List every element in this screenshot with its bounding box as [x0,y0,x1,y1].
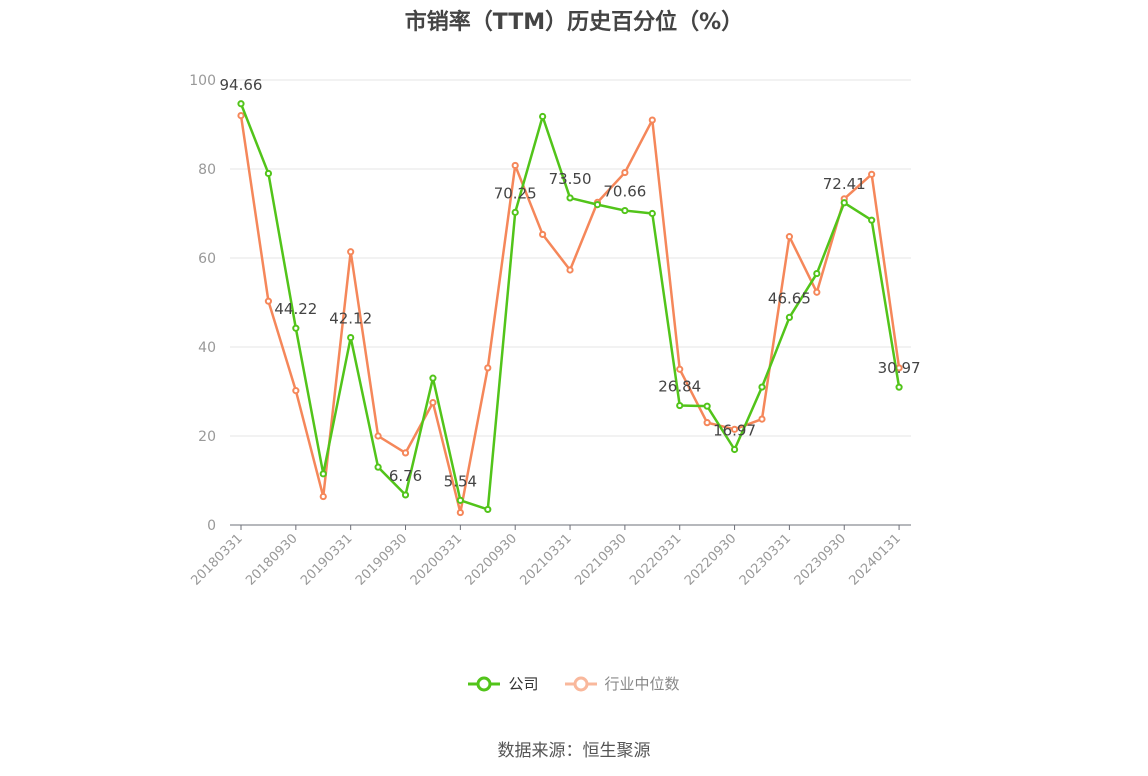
industry-median-point [319,492,327,501]
company-point [401,491,410,499]
company-point [374,463,382,471]
company-point [429,374,437,382]
series-layer [237,100,903,517]
legend-label-company: 公司 [508,675,539,693]
data-label: 42.12 [329,310,372,328]
company-point [785,313,794,322]
y-tick-label: 40 [198,340,216,356]
x-tick-label: 20200930 [463,531,520,588]
legend-item-industry-median[interactable]: 行业中位数 [564,673,680,694]
company-point [484,505,492,514]
x-tick-label: 20190331 [298,531,355,588]
legend-company-line-icon [468,676,501,691]
data-label: 44.22 [274,300,317,318]
company-point [868,216,876,224]
chart-title: 市销率（TTM）历史百分位（%） [404,10,744,35]
grid-layer [230,79,911,437]
data-label: 6.76 [389,467,422,485]
industry-median-point [264,297,273,305]
company-point [456,496,464,504]
industry-median-point [868,170,876,178]
data-label-layer: 94.66 44.22 42.12 6.76 5.54 70.25 73.50 70.66 26… [220,76,921,491]
x-tick-label: 20230331 [737,531,794,588]
company-point [648,209,656,218]
industry-median-point [785,233,794,241]
industry-median-point [237,112,245,120]
industry-median-point [703,419,711,427]
company-point [813,269,821,278]
y-tick-label: 0 [207,518,216,534]
industry-median-point [566,266,574,274]
company-point [895,383,903,391]
x-tick-label: 20210331 [517,531,574,588]
company-point [292,324,300,332]
industry-median-point [484,364,492,372]
industry-median-point [621,168,629,177]
industry-median-point [676,365,684,373]
x-tick-label: 20180331 [188,531,245,588]
industry-median-point [511,161,519,170]
data-label: 70.66 [603,183,646,201]
data-label: 16.97 [713,421,756,439]
company-point [347,333,355,342]
data-label: 73.50 [549,170,592,188]
industry-median-point [292,387,300,395]
company-point [593,201,602,209]
legend-item-company[interactable]: 公司 [468,673,539,694]
industry-median-point [648,116,656,124]
data-label: 46.65 [768,289,811,307]
company-point [319,470,327,478]
x-tick-label: 20210930 [572,531,629,588]
company-point [621,206,629,215]
company-point [511,208,519,216]
y-tick-label: 20 [198,429,216,445]
x-tick-label: 20180930 [243,531,300,588]
industry-median-point [374,432,382,440]
x-tick-label: 20200331 [408,531,465,588]
x-tick-label: 20220930 [682,531,739,588]
y-tick-label: 80 [198,162,216,178]
data-source: 数据来源：恒生聚源 [497,741,651,761]
legend-label-industry-median: 行业中位数 [604,675,680,693]
x-tick-label: 20220331 [627,531,684,588]
legend: 公司 行业中位数 [0,673,1148,694]
industry-median-point [758,415,766,423]
legend-industry-line-icon [564,676,597,691]
industry-median-point [456,508,464,517]
data-label: 5.54 [444,472,477,490]
industry-median-point [401,449,410,457]
y-tick-label: 100 [189,73,216,89]
data-label: 30.97 [878,359,921,377]
company-point [703,402,711,410]
company-point [840,199,848,207]
x-tick-label: 20230930 [792,531,849,588]
data-label: 26.84 [658,378,701,396]
company-point [758,383,766,391]
data-label: 94.66 [220,76,263,94]
industry-median-point [347,248,355,256]
y-tick-label: 60 [198,251,216,267]
company-point [264,169,273,178]
x-tick-label: 20190930 [353,531,410,588]
company-point [539,112,547,121]
data-label: 72.41 [823,175,866,193]
company-point [566,194,574,202]
industry-median-point [429,399,437,407]
data-label: 70.25 [494,184,537,202]
x-tick-label: 20240131 [847,531,904,588]
industry-median-point [813,288,821,296]
industry-median-point [730,425,739,433]
company-point [676,401,684,410]
company-point [730,445,739,454]
industry-median-point [539,230,547,239]
company-point [237,100,245,108]
